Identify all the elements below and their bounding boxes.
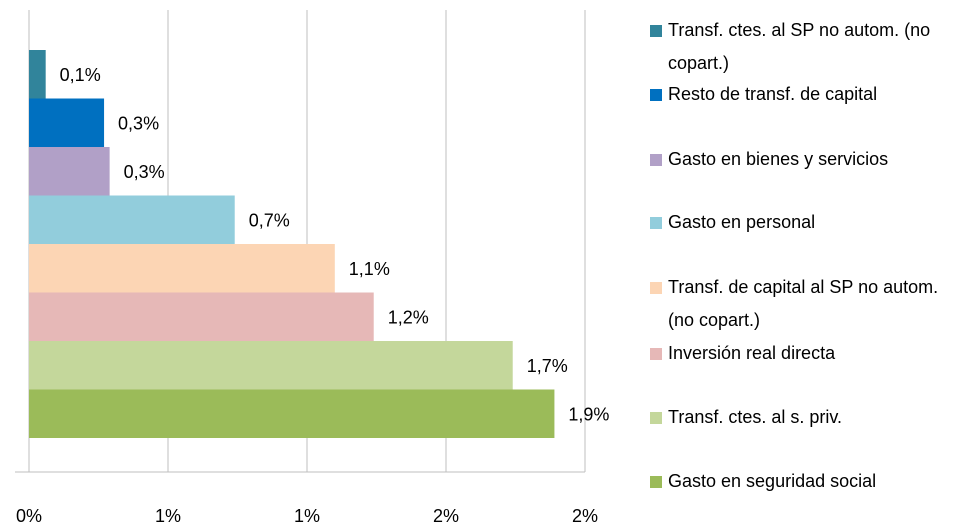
- bar: [29, 147, 110, 196]
- legend-entry: Inversión real directa: [650, 337, 958, 370]
- bar: [29, 292, 374, 341]
- legend-swatch: [650, 89, 662, 101]
- legend-entry: Transf. de capital al SP no autom. (no c…: [650, 271, 958, 337]
- data-label: 1,1%: [349, 259, 390, 279]
- bar: [29, 98, 105, 147]
- legend-label: Transf. de capital al SP no autom. (no c…: [668, 277, 939, 330]
- legend-entry: Transf. ctes. al SP no autom. (no copart…: [650, 14, 958, 80]
- legend-entry: Gasto en seguridad social: [650, 465, 958, 498]
- data-label: 1,2%: [388, 308, 429, 328]
- legend-swatch: [650, 412, 662, 424]
- data-label: 0,3%: [124, 162, 165, 182]
- legend-swatch: [650, 217, 662, 229]
- legend-label: Inversión real directa: [668, 343, 836, 363]
- legend-label: Resto de transf. de capital: [668, 84, 878, 104]
- legend-entry: Gasto en bienes y servicios: [650, 143, 958, 176]
- bar: [29, 195, 235, 244]
- legend-entry: Transf. ctes. al s. priv.: [650, 401, 958, 434]
- legend-label: Transf. ctes. al s. priv.: [668, 407, 843, 427]
- legend-label: Transf. ctes. al SP no autom. (no copart…: [668, 20, 931, 73]
- x-tick-label: 0%: [16, 506, 42, 526]
- legend-entry: Gasto en personal: [650, 206, 958, 239]
- bar: [29, 50, 46, 99]
- legend-label: Gasto en personal: [668, 212, 816, 232]
- x-tick-label: 2%: [433, 506, 459, 526]
- data-label: 0,1%: [60, 65, 101, 85]
- data-label: 0,3%: [118, 114, 159, 134]
- bar: [29, 389, 555, 438]
- legend-label: Gasto en seguridad social: [668, 471, 877, 491]
- bar: [29, 341, 513, 390]
- x-tick-label: 1%: [294, 506, 320, 526]
- x-tick-label: 2%: [572, 506, 598, 526]
- legend-entry: Resto de transf. de capital: [650, 78, 958, 111]
- data-label: 0,7%: [249, 211, 290, 231]
- legend-swatch: [650, 154, 662, 166]
- data-label: 1,9%: [568, 405, 609, 425]
- legend-label: Gasto en bienes y servicios: [668, 149, 889, 169]
- x-tick-label: 1%: [155, 506, 181, 526]
- legend-swatch: [650, 25, 662, 37]
- legend-swatch: [650, 282, 662, 294]
- bar: [29, 244, 335, 293]
- legend-swatch: [650, 476, 662, 488]
- legend-swatch: [650, 348, 662, 360]
- data-label: 1,7%: [527, 356, 568, 376]
